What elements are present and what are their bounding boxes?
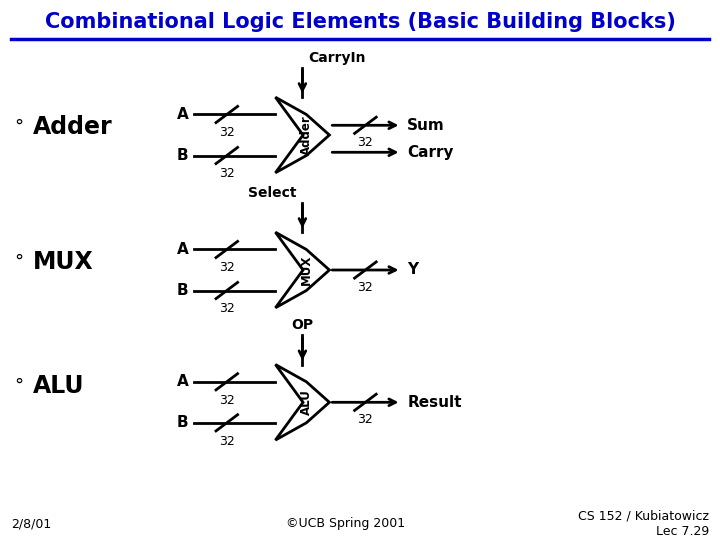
Text: CarryIn: CarryIn xyxy=(308,51,366,65)
Text: 32: 32 xyxy=(358,281,373,294)
Text: MUX: MUX xyxy=(300,255,312,285)
Text: 32: 32 xyxy=(219,394,235,407)
Text: 32: 32 xyxy=(219,126,235,139)
Text: Sum: Sum xyxy=(408,118,445,133)
Text: Carry: Carry xyxy=(408,145,454,160)
Text: ALU: ALU xyxy=(32,374,84,398)
Text: ©UCB Spring 2001: ©UCB Spring 2001 xyxy=(286,517,405,530)
Text: Adder: Adder xyxy=(32,115,112,139)
Text: A: A xyxy=(177,107,189,122)
Text: A: A xyxy=(177,242,189,257)
Text: B: B xyxy=(177,415,189,430)
Text: °: ° xyxy=(14,118,24,136)
Text: Result: Result xyxy=(408,395,462,410)
Text: Y: Y xyxy=(408,262,418,278)
Text: B: B xyxy=(177,148,189,163)
Text: OP: OP xyxy=(292,318,313,332)
Text: B: B xyxy=(177,283,189,298)
Text: A: A xyxy=(177,374,189,389)
Text: 32: 32 xyxy=(358,413,373,426)
Polygon shape xyxy=(276,97,330,173)
Text: Select: Select xyxy=(248,186,297,200)
Text: °: ° xyxy=(14,253,24,271)
Text: 32: 32 xyxy=(219,261,235,274)
Text: CS 152 / Kubiatowicz
Lec 7.29: CS 152 / Kubiatowicz Lec 7.29 xyxy=(578,510,709,538)
Text: 32: 32 xyxy=(358,136,373,149)
Text: °: ° xyxy=(14,377,24,395)
Text: 32: 32 xyxy=(219,167,235,180)
Polygon shape xyxy=(276,364,330,440)
Text: Combinational Logic Elements (Basic Building Blocks): Combinational Logic Elements (Basic Buil… xyxy=(45,11,675,32)
Text: ALU: ALU xyxy=(300,389,312,415)
Text: 32: 32 xyxy=(219,302,235,315)
Text: Adder: Adder xyxy=(300,115,312,155)
Text: MUX: MUX xyxy=(32,250,93,274)
Text: 32: 32 xyxy=(219,435,235,448)
Polygon shape xyxy=(276,232,330,308)
Text: 2/8/01: 2/8/01 xyxy=(11,517,51,530)
